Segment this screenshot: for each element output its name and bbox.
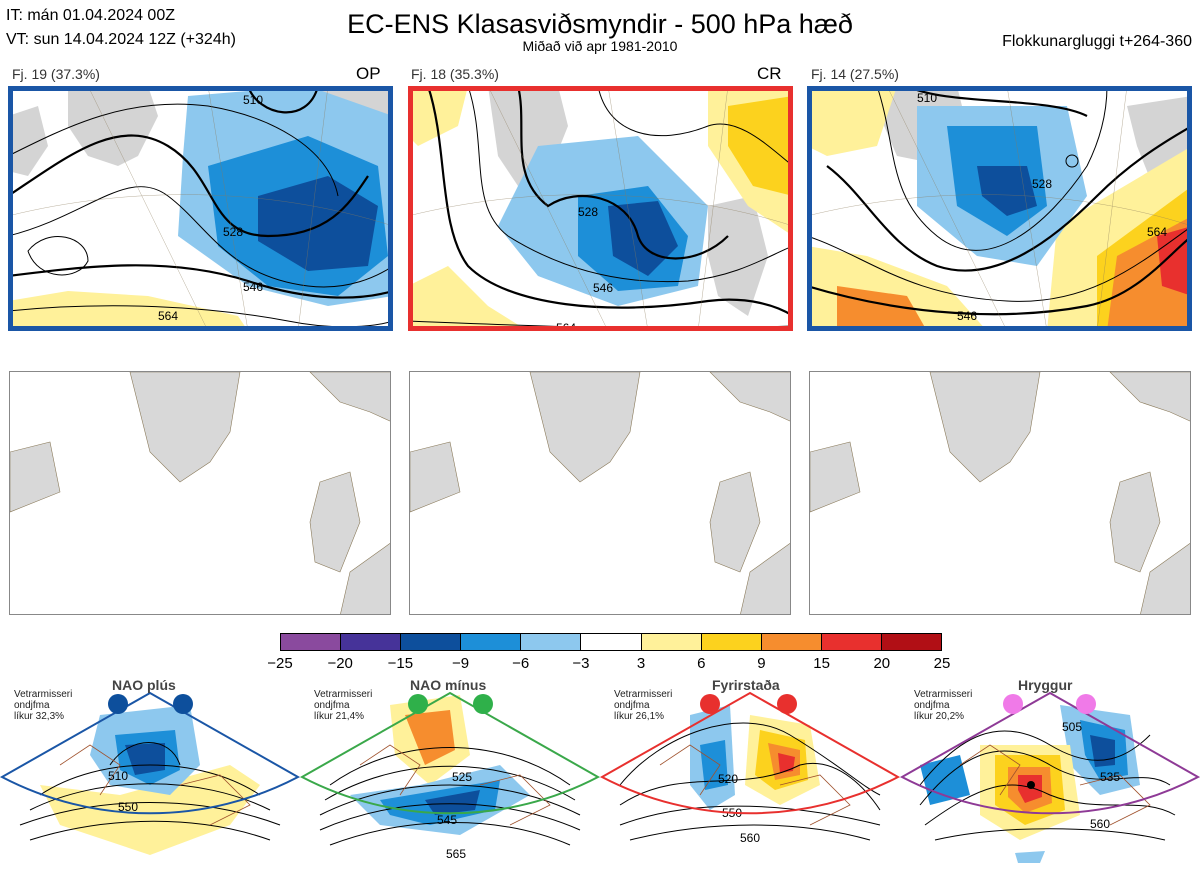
regime-contour-label: 510 xyxy=(108,769,128,783)
colorbar-segment xyxy=(701,634,762,650)
regime-dot xyxy=(108,694,128,714)
cluster-1-caption: Fj. 19 (37.3%) xyxy=(12,66,100,82)
valid-time: VT: sun 14.04.2024 12Z (+324h) xyxy=(6,31,236,48)
cluster-3-frame xyxy=(807,86,1192,331)
initial-time: IT: mán 01.04.2024 00Z xyxy=(6,7,175,24)
colorbar-segment xyxy=(641,634,702,650)
cluster-1-frame xyxy=(8,86,393,331)
regime-text: Vetrarmisseri ondjfma líkur 20,2% xyxy=(914,689,973,722)
regime-ridge[interactable]: 505 535 560 Hryggur Vetrarmisseri ondjfma… xyxy=(900,675,1200,871)
regime-contour-label: 565 xyxy=(446,847,466,861)
cluster-2-caption: Fj. 18 (35.3%) xyxy=(411,66,499,82)
regime-name: NAO plús xyxy=(112,677,176,693)
empty-map-2 xyxy=(409,371,791,615)
regime-contour-label: 550 xyxy=(118,800,138,814)
empty-map-1 xyxy=(9,371,391,615)
regime-contour-label: 520 xyxy=(718,772,738,786)
colorbar-tick-label: −15 xyxy=(387,655,414,672)
cluster-2-frame xyxy=(408,86,793,331)
regime-contour-label: 560 xyxy=(1090,817,1110,831)
regime-contour-label: 525 xyxy=(452,770,472,784)
regime-contour-label: 505 xyxy=(1062,720,1082,734)
cluster-1-map[interactable]: 528 546 564 510 xyxy=(8,86,393,331)
regime-nao-plus[interactable]: 510 550 NAO plús Vetrarmisseri ondjfma lík… xyxy=(0,675,300,871)
regime-nao-minus[interactable]: 525 545 565 NAO mínus Vetrarmisseri ondjf… xyxy=(300,675,600,871)
regime-blocking[interactable]: 520 550 560 Fyrirstaða Vetrarmisseri ondj… xyxy=(600,675,900,871)
regime-name: Hryggur xyxy=(1018,677,1073,693)
cluster-1-tag: OP xyxy=(356,64,381,83)
colorbar-segment xyxy=(761,634,822,650)
regime-contour-label: 535 xyxy=(1100,770,1120,784)
contour-label: 528 xyxy=(223,225,243,239)
colorbar-tick-label: 3 xyxy=(636,655,646,672)
colorbar-tick-label: 6 xyxy=(697,655,706,672)
contour-label: 528 xyxy=(1032,177,1052,191)
regime-dot xyxy=(700,694,720,714)
contour-label: 528 xyxy=(578,205,598,219)
page-subtitle: Miðað við apr 1981-2010 xyxy=(522,38,678,54)
colorbar-segment xyxy=(401,634,462,650)
colorbar-tick-label: 15 xyxy=(813,655,830,672)
regime-text: Vetrarmisseri ondjfma líkur 21,4% xyxy=(314,689,373,722)
empty-map-3 xyxy=(809,371,1191,615)
regime-dot xyxy=(777,694,797,714)
colorbar-segment xyxy=(281,634,342,650)
contour-label: 546 xyxy=(243,280,263,294)
regime-name: Fyrirstaða xyxy=(712,677,780,693)
regime-dot xyxy=(408,694,428,714)
contour-label: 564 xyxy=(1147,225,1167,239)
regime-dot xyxy=(473,694,493,714)
cluster-2-map[interactable]: 528 546 564 xyxy=(408,86,793,331)
page-title: EC-ENS Klasasviðsmyndir - 500 hPa hæð xyxy=(347,9,853,39)
cluster-3-map[interactable]: 510 528 546 564 xyxy=(807,86,1192,331)
regime-contour-label: 545 xyxy=(437,813,457,827)
colorbar-tick-label: 25 xyxy=(933,655,951,672)
colorbar-segment xyxy=(821,634,882,650)
clustering-window: Flokkunargluggi t+264-360 xyxy=(1002,33,1192,50)
regime-dot xyxy=(1003,694,1023,714)
regime-text: Vetrarmisseri ondjfma líkur 26,1% xyxy=(614,689,673,722)
colorbar-tick-label: 9 xyxy=(757,655,766,672)
cluster-3-caption: Fj. 14 (27.5%) xyxy=(811,66,899,82)
colorbar-tick-label: −20 xyxy=(327,655,353,672)
contour-label: 510 xyxy=(917,91,937,105)
colorbar-segment xyxy=(461,634,522,650)
contour-label: 546 xyxy=(957,309,977,323)
colorbar-segment xyxy=(881,634,942,650)
colorbar-tick-label: −9 xyxy=(451,655,470,672)
contour-label: 564 xyxy=(158,309,178,323)
colorbar-tick-label: 20 xyxy=(873,655,891,672)
regime-text: Vetrarmisseri ondjfma líkur 32,3% xyxy=(14,689,73,722)
colorbar-tick-label: −3 xyxy=(572,655,590,672)
regime-name: NAO mínus xyxy=(410,677,487,693)
contour-label: 546 xyxy=(593,281,613,295)
colorbar-segment xyxy=(521,634,582,650)
contour-label: 510 xyxy=(243,93,263,107)
anomaly-colorbar xyxy=(280,633,942,651)
regime-contour-label: 560 xyxy=(740,831,760,845)
regime-dot xyxy=(1076,694,1096,714)
colorbar-tick-label: −25 xyxy=(267,655,293,672)
colorbar-segment xyxy=(581,634,642,650)
regime-dot xyxy=(173,694,193,714)
colorbar-segment xyxy=(341,634,402,650)
cluster-2-tag: CR xyxy=(757,64,782,83)
colorbar-tick-label: −6 xyxy=(512,655,530,672)
